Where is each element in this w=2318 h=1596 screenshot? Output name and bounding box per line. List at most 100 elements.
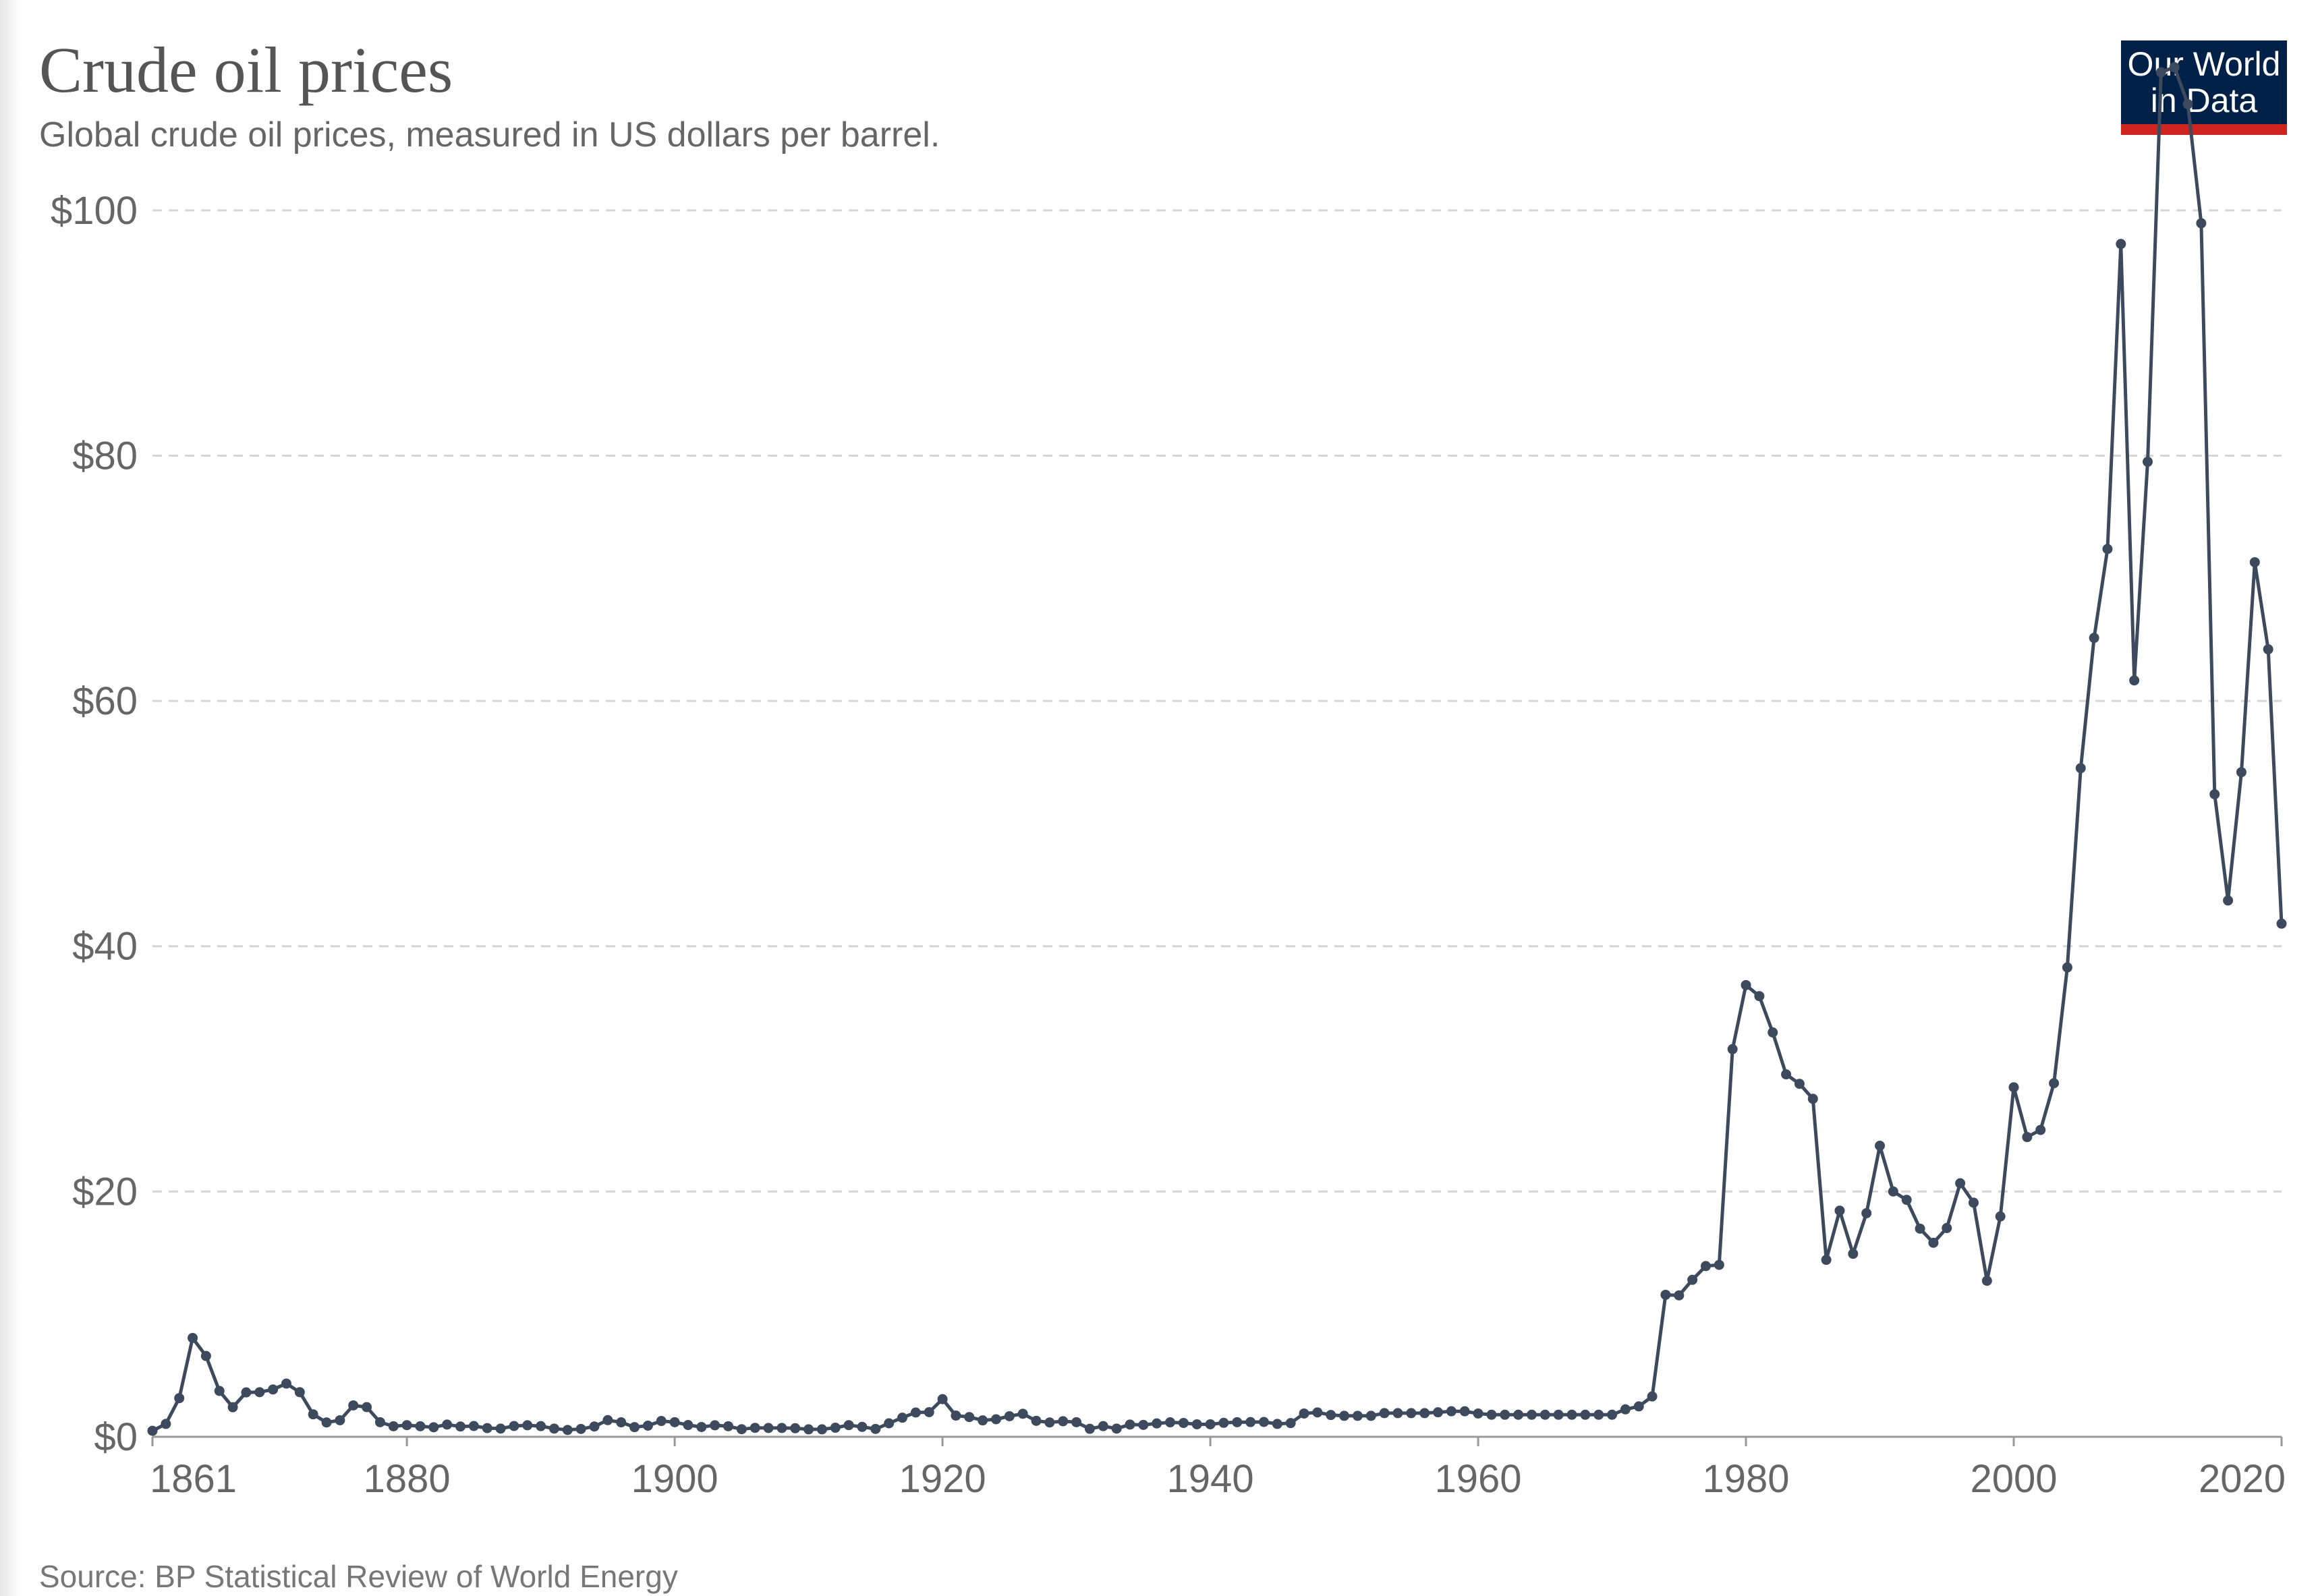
data-point[interactable] [468, 1421, 479, 1431]
data-point[interactable] [1406, 1408, 1417, 1419]
data-point[interactable] [2223, 895, 2234, 906]
data-point[interactable] [870, 1423, 881, 1434]
data-point[interactable] [1674, 1290, 1685, 1301]
data-point[interactable] [2102, 544, 2113, 554]
data-point[interactable] [990, 1414, 1001, 1425]
data-point[interactable] [696, 1421, 707, 1432]
data-point[interactable] [1044, 1417, 1055, 1428]
data-point[interactable] [884, 1418, 895, 1429]
data-point[interactable] [442, 1419, 453, 1430]
data-point[interactable] [937, 1394, 948, 1404]
data-point[interactable] [2182, 98, 2193, 109]
data-point[interactable] [415, 1421, 426, 1431]
data-point[interactable] [1768, 1027, 1778, 1038]
data-point[interactable] [1299, 1408, 1309, 1419]
data-point[interactable] [188, 1332, 198, 1343]
data-point[interactable] [200, 1350, 211, 1361]
data-point[interactable] [857, 1421, 868, 1432]
data-point[interactable] [1152, 1418, 1162, 1429]
data-point[interactable] [589, 1421, 600, 1432]
data-point[interactable] [1620, 1404, 1631, 1415]
data-point[interactable] [348, 1400, 359, 1410]
data-point[interactable] [401, 1420, 412, 1431]
data-point[interactable] [254, 1387, 265, 1398]
data-point[interactable] [1915, 1223, 1925, 1234]
data-point[interactable] [1513, 1409, 1524, 1420]
data-point[interactable] [1379, 1408, 1390, 1419]
data-point[interactable] [723, 1421, 734, 1431]
data-point[interactable] [1459, 1406, 1470, 1417]
data-point[interactable] [482, 1423, 492, 1433]
data-point[interactable] [2155, 67, 2166, 78]
data-point[interactable] [1352, 1410, 1363, 1421]
data-point[interactable] [1754, 991, 1765, 1002]
data-point[interactable] [1365, 1410, 1376, 1421]
data-point[interactable] [1607, 1409, 1618, 1420]
data-point[interactable] [2022, 1132, 2033, 1143]
data-point[interactable] [495, 1423, 506, 1434]
data-point[interactable] [1781, 1069, 1792, 1080]
data-point[interactable] [374, 1417, 385, 1427]
data-point[interactable] [1848, 1249, 1859, 1259]
data-point[interactable] [1245, 1417, 1256, 1427]
data-point[interactable] [1339, 1410, 1350, 1421]
data-point[interactable] [294, 1387, 305, 1398]
data-point[interactable] [897, 1413, 908, 1423]
data-point[interactable] [522, 1420, 533, 1431]
data-point[interactable] [1500, 1409, 1510, 1420]
data-point[interactable] [536, 1421, 546, 1431]
data-point[interactable] [1098, 1421, 1108, 1431]
data-point[interactable] [1968, 1197, 1979, 1208]
data-point[interactable] [1700, 1261, 1711, 1272]
data-point[interactable] [2129, 675, 2140, 686]
data-point[interactable] [1125, 1419, 1135, 1430]
data-point[interactable] [683, 1420, 694, 1431]
data-point[interactable] [2116, 239, 2126, 250]
data-point[interactable] [750, 1423, 760, 1433]
data-point[interactable] [710, 1420, 720, 1431]
data-point[interactable] [1539, 1409, 1550, 1420]
data-point[interactable] [1834, 1205, 1845, 1216]
data-point[interactable] [1995, 1211, 2006, 1222]
data-point[interactable] [2276, 918, 2287, 929]
data-point[interactable] [1111, 1423, 1122, 1434]
data-point[interactable] [1714, 1259, 1724, 1270]
data-point[interactable] [1942, 1223, 1952, 1234]
data-point[interactable] [1017, 1408, 1028, 1419]
data-point[interactable] [1392, 1408, 1403, 1419]
data-point[interactable] [2143, 457, 2153, 467]
data-point[interactable] [1861, 1208, 1872, 1219]
data-point[interactable] [509, 1421, 519, 1431]
data-point[interactable] [1875, 1141, 1886, 1151]
data-point[interactable] [1821, 1255, 1832, 1265]
data-point[interactable] [321, 1417, 332, 1428]
data-point[interactable] [776, 1423, 787, 1433]
data-point[interactable] [455, 1421, 466, 1432]
data-point[interactable] [548, 1423, 559, 1434]
data-point[interactable] [214, 1386, 225, 1396]
data-point[interactable] [2169, 62, 2180, 73]
data-point[interactable] [1419, 1408, 1430, 1419]
data-point[interactable] [1232, 1417, 1243, 1427]
data-point[interactable] [1071, 1417, 1082, 1427]
data-point[interactable] [1473, 1408, 1483, 1419]
data-point[interactable] [1138, 1419, 1149, 1430]
data-point[interactable] [2075, 763, 2086, 774]
data-point[interactable] [1285, 1418, 1296, 1429]
data-point[interactable] [2062, 962, 2072, 973]
data-point[interactable] [1901, 1195, 1912, 1205]
data-point[interactable] [1647, 1391, 1658, 1402]
data-point[interactable] [1955, 1178, 1966, 1189]
data-point[interactable] [575, 1423, 586, 1434]
data-point[interactable] [602, 1415, 613, 1425]
data-point[interactable] [241, 1387, 252, 1398]
data-point[interactable] [1058, 1416, 1069, 1427]
data-point[interactable] [924, 1406, 934, 1417]
data-point[interactable] [1741, 979, 1751, 990]
data-point[interactable] [388, 1421, 399, 1431]
data-point[interactable] [736, 1424, 747, 1435]
data-point[interactable] [268, 1384, 279, 1395]
data-point[interactable] [1593, 1409, 1604, 1420]
data-point[interactable] [1433, 1407, 1444, 1418]
data-point[interactable] [1633, 1401, 1644, 1412]
